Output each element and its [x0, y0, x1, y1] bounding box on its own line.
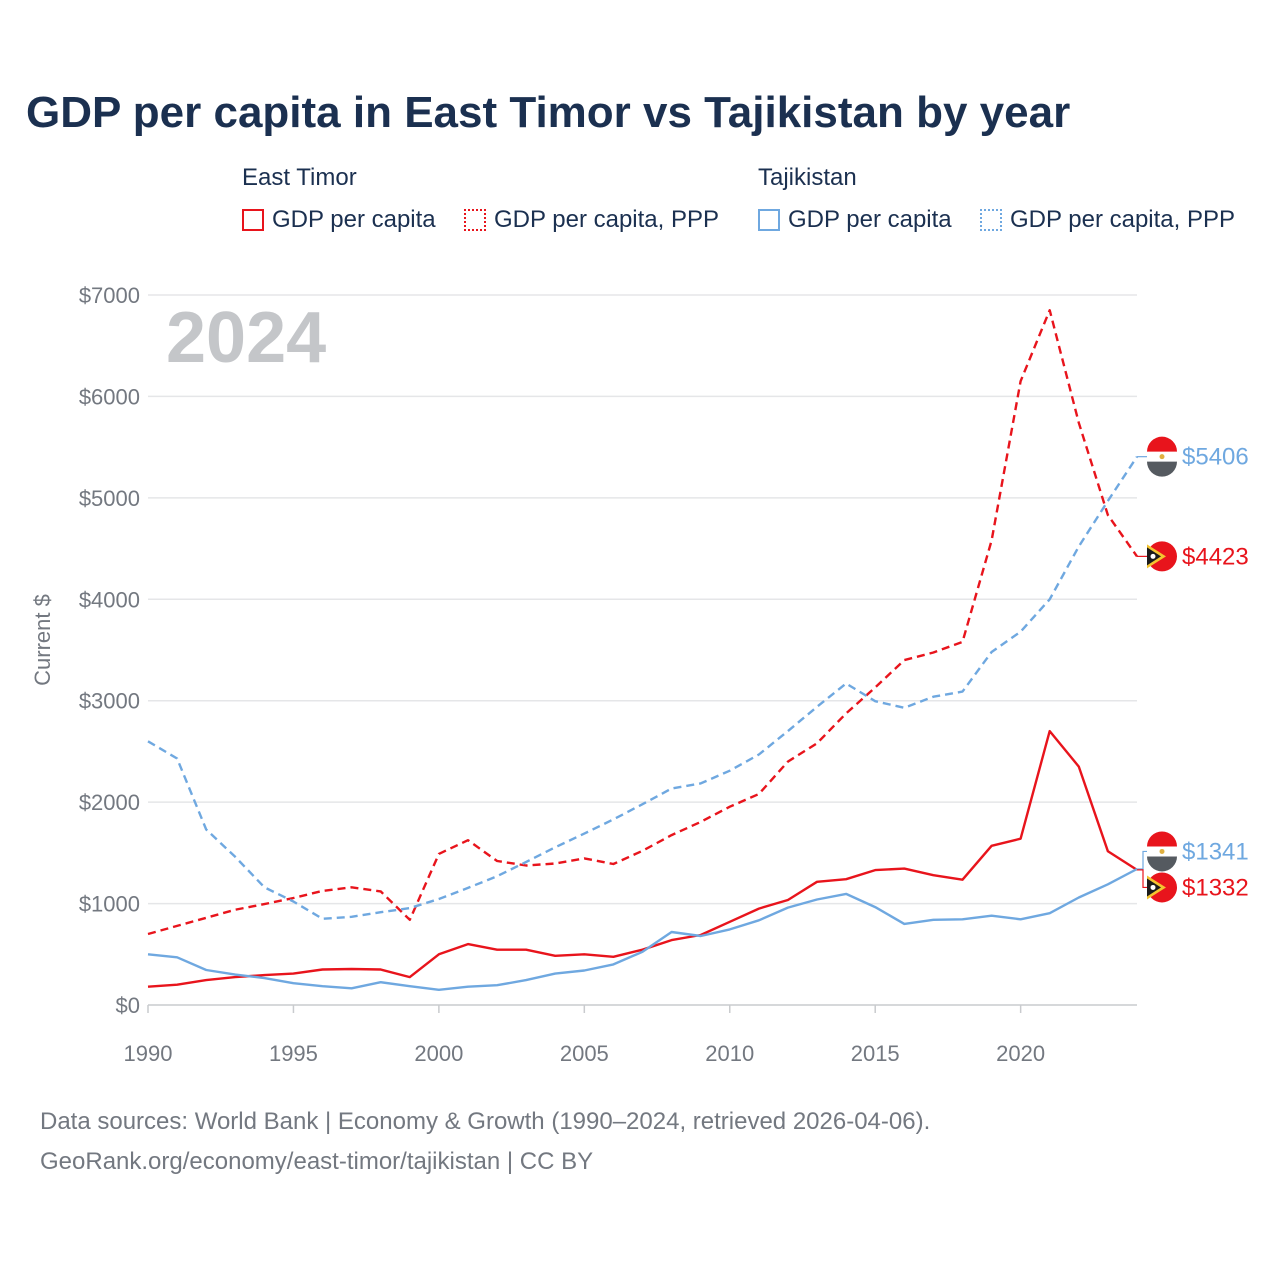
flag-stripe-red	[1147, 831, 1177, 847]
y-tick-label: $5000	[79, 486, 140, 511]
footer-url[interactable]: GeoRank.org/economy/east-timor/tajikista…	[40, 1148, 594, 1175]
x-tick-label: 2000	[414, 1041, 463, 1066]
legend-item-tajikistan-gdp[interactable]: GDP per capita	[758, 206, 952, 234]
leader-line	[1137, 850, 1147, 870]
y-tick-label: $0	[116, 993, 140, 1018]
y-tick-label: $6000	[79, 384, 140, 409]
x-tick-label: 2020	[996, 1041, 1045, 1066]
year-watermark: 2024	[166, 298, 326, 378]
x-tick-label: 1990	[124, 1041, 173, 1066]
flag-star	[1150, 553, 1156, 559]
legend-swatch-solid	[242, 209, 264, 231]
legend-swatch-dotted	[464, 209, 486, 231]
y-tick-label: $4000	[79, 587, 140, 612]
east-timor-flag-icon	[1147, 541, 1177, 572]
end-value-label: $1341	[1182, 838, 1249, 865]
chart-title: GDP per capita in East Timor vs Tajikist…	[26, 88, 1071, 137]
flag-stripe-dark	[1147, 856, 1177, 872]
end-value-label: $5406	[1182, 444, 1249, 471]
legend-label: GDP per capita	[272, 206, 436, 233]
series-line	[147, 729, 1138, 988]
legend-item-tajikistan-ppp[interactable]: GDP per capita, PPP	[980, 206, 1235, 234]
legend-label: GDP per capita, PPP	[1010, 206, 1235, 233]
legend-item-east-timor-ppp[interactable]: GDP per capita, PPP	[464, 206, 719, 234]
legend-swatch-solid	[758, 209, 780, 231]
tajikistan-flag-icon	[1147, 436, 1177, 477]
y-tick-label: $2000	[79, 790, 140, 815]
legend-country-tajikistan: Tajikistan	[758, 164, 857, 191]
x-tick-label: 2005	[560, 1041, 609, 1066]
series-line	[147, 456, 1139, 920]
leader-line	[1137, 869, 1147, 889]
tajikistan-flag-icon	[1147, 831, 1177, 872]
x-tick-label: 1995	[269, 1041, 318, 1066]
series-line	[147, 867, 1138, 991]
y-tick-label: $1000	[79, 892, 140, 917]
footer-sources: Data sources: World Bank | Economy & Gro…	[40, 1108, 931, 1135]
legend-swatch-dotted	[980, 209, 1002, 231]
legend-label: GDP per capita, PPP	[494, 206, 719, 233]
legend-label: GDP per capita	[788, 206, 952, 233]
x-tick-label: 2010	[705, 1041, 754, 1066]
y-axis-label: Current $	[30, 594, 55, 686]
series-line	[147, 309, 1138, 936]
end-value-label: $1332	[1182, 874, 1249, 901]
end-value-label: $4423	[1182, 543, 1249, 570]
flag-star	[1150, 884, 1156, 890]
flag-crown	[1159, 848, 1165, 854]
flag-stripe-red	[1147, 436, 1177, 452]
flag-stripe-dark	[1147, 461, 1177, 477]
y-tick-label: $7000	[79, 283, 140, 308]
flag-crown	[1159, 454, 1165, 460]
legend-item-east-timor-gdp[interactable]: GDP per capita	[242, 206, 436, 234]
x-tick-label: 2015	[851, 1041, 900, 1066]
legend-country-east-timor: East Timor	[242, 164, 357, 191]
east-timor-flag-icon	[1147, 872, 1177, 903]
y-tick-label: $3000	[79, 689, 140, 714]
